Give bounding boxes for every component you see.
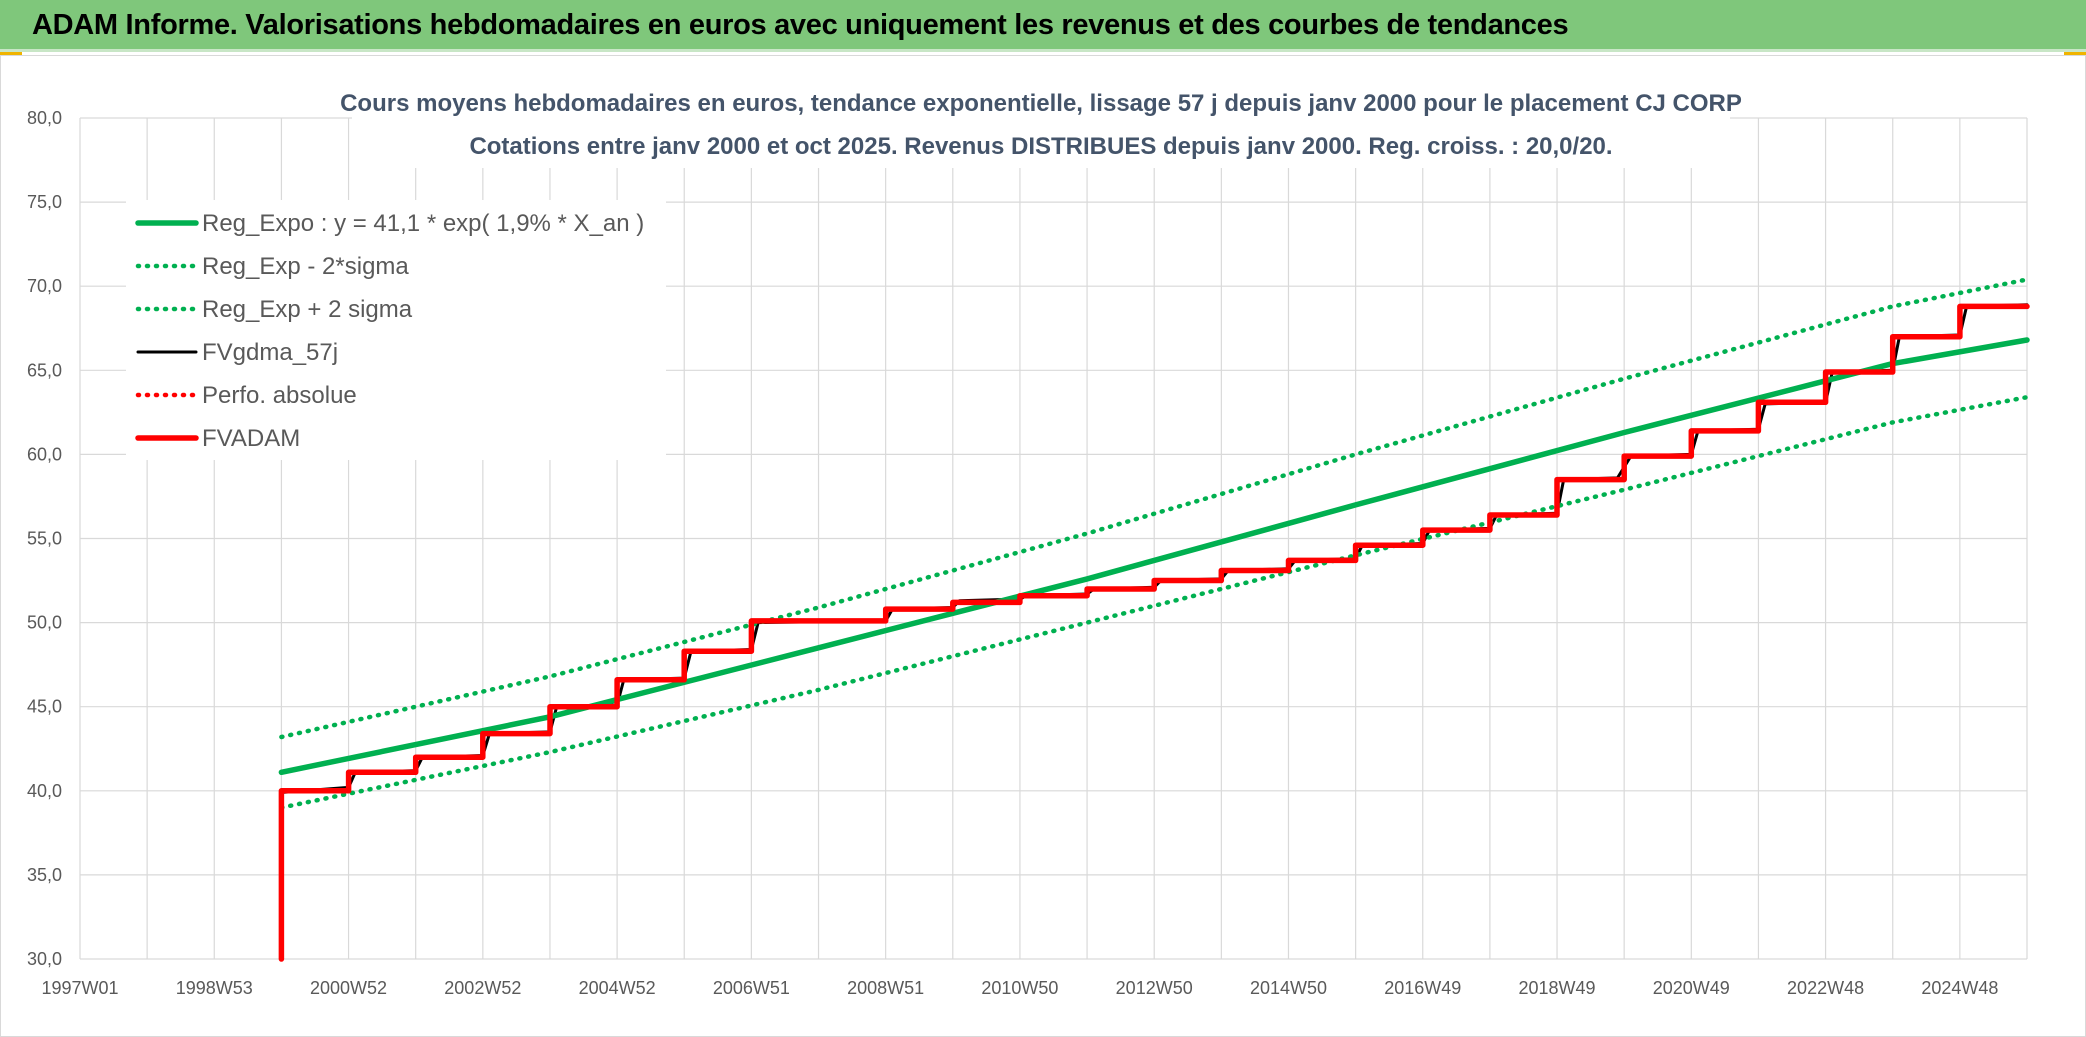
x-tick-label: 2022W48 [1787, 978, 1864, 998]
x-tick-label: 2006W51 [713, 978, 790, 998]
chart-title-line2: Cotations entre janv 2000 et oct 2025. R… [469, 133, 1612, 160]
series-line-5 [278, 303, 2030, 962]
banner-title: ADAM Informe. Valorisations hebdomadaire… [32, 9, 1569, 41]
chart-title-line1: Cours moyens hebdomadaires en euros, ten… [340, 90, 1742, 117]
subtitle-background [352, 84, 1730, 168]
legend-background [126, 200, 666, 460]
x-tick-label: 2020W49 [1653, 978, 1730, 998]
x-tick-label: 1998W53 [176, 978, 253, 998]
series-line-2 [279, 277, 2030, 740]
legend-label: Perfo. absolue [202, 382, 357, 409]
x-tick-label: 2010W50 [981, 978, 1058, 998]
y-tick-label: 35,0 [27, 865, 62, 885]
y-tick-label: 55,0 [27, 529, 62, 549]
y-tick-label: 70,0 [27, 276, 62, 296]
series-line-1 [279, 394, 2030, 810]
y-tick-label: 75,0 [27, 192, 62, 212]
y-tick-label: 40,0 [27, 781, 62, 801]
legend-label: Reg_Expo : y = 41,1 * exp( 1,9% * X_an ) [202, 210, 644, 237]
x-tick-label: 1997W01 [41, 978, 118, 998]
legend-label: Reg_Exp + 2 sigma [202, 296, 413, 323]
legend-label: Reg_Exp - 2*sigma [202, 253, 409, 280]
x-tick-label: 2004W52 [579, 978, 656, 998]
series-layer [278, 277, 2030, 962]
x-tick-label: 2008W51 [847, 978, 924, 998]
y-tick-label: 65,0 [27, 360, 62, 380]
legend-label: FVgdma_57j [202, 339, 338, 366]
legend-label: FVADAM [202, 425, 300, 452]
y-tick-label: 45,0 [27, 697, 62, 717]
x-tick-label: 2018W49 [1519, 978, 1596, 998]
x-tick-label: 2002W52 [444, 978, 521, 998]
x-tick-label: 2012W50 [1116, 978, 1193, 998]
legend: Reg_Expo : y = 41,1 * exp( 1,9% * X_an )… [126, 200, 666, 460]
title-banner: ADAM Informe. Valorisations hebdomadaire… [0, 0, 2086, 52]
y-tick-label: 50,0 [27, 613, 62, 633]
x-tick-label: 2014W50 [1250, 978, 1327, 998]
axis-layer: 30,0 35,0 40,0 45,0 50,0 55,0 60,0 65,0 70,0 75,0… [27, 108, 1998, 998]
y-tick-label: 80,0 [27, 108, 62, 128]
y-tick-label: 60,0 [27, 444, 62, 464]
x-tick-label: 2024W48 [1921, 978, 1998, 998]
x-tick-label: 2000W52 [310, 978, 387, 998]
y-tick-label: 30,0 [27, 949, 62, 969]
x-tick-label: 2016W49 [1384, 978, 1461, 998]
